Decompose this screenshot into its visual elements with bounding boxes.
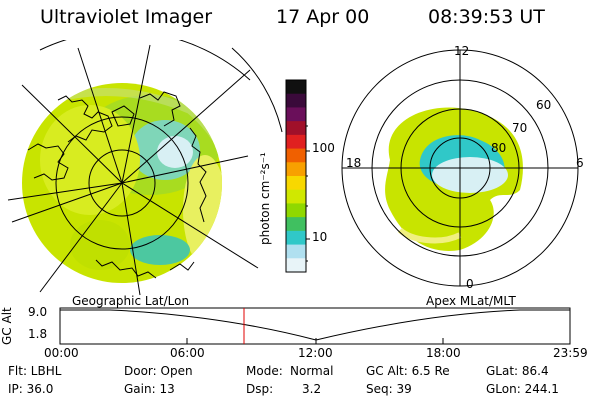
dsp-label: Dsp: xyxy=(246,382,274,396)
colorbar-segment xyxy=(286,148,306,163)
alt-tick-9: 9.0 xyxy=(28,305,48,319)
mlt-label-0: 0 xyxy=(466,277,474,291)
colorbar-segment xyxy=(286,162,306,177)
colorbar-segment xyxy=(286,80,306,95)
image-date: 17 Apr 00 xyxy=(276,6,370,28)
magnetic-caption: Apex MLat/MLT xyxy=(426,294,516,308)
coastlines xyxy=(27,91,207,279)
image-time: 08:39:53 UT xyxy=(428,6,545,28)
time-tick-0600: 06:00 xyxy=(170,346,205,360)
door-info: Door: Open xyxy=(124,364,193,378)
colorbar-segment xyxy=(286,230,306,246)
glat-info: GLat: 86.4 xyxy=(486,364,549,378)
colorbar-segment xyxy=(286,203,306,218)
colorbar-tick-100: 100 xyxy=(312,141,335,155)
mlt-label-18: 18 xyxy=(346,156,362,170)
filter-info: Flt: LBHL xyxy=(8,364,62,378)
geographic-caption: Geographic Lat/Lon xyxy=(72,294,190,308)
lat-label-60: 60 xyxy=(536,98,552,112)
glon-info: GLon: 244.1 xyxy=(486,382,559,396)
colorbar-segment xyxy=(286,258,306,273)
magnetic-grid xyxy=(341,49,579,287)
geographic-grid xyxy=(7,40,283,296)
time-tick-1800: 18:00 xyxy=(426,346,461,360)
mlt-label-6: 6 xyxy=(576,156,584,170)
aurora-emission-magnetic xyxy=(385,107,523,251)
alt-tick-1-8: 1.8 xyxy=(28,327,48,341)
seq-info: Seq: 39 xyxy=(366,382,412,396)
time-tick-0000: 00:00 xyxy=(44,346,79,360)
color-scale-bar xyxy=(285,79,310,273)
mode-label: Mode: xyxy=(246,364,283,378)
colorbar-segment xyxy=(286,107,306,122)
altitude-plot xyxy=(59,307,571,345)
lat-label-70: 70 xyxy=(512,121,528,135)
gain-info: Gain: 13 xyxy=(124,382,175,396)
mlt-label-12: 12 xyxy=(454,44,470,58)
colorbar-segment xyxy=(286,189,306,205)
lat-label-80: 80 xyxy=(491,141,507,155)
geographic-image-panel xyxy=(7,40,283,296)
colorbar-segment xyxy=(286,93,306,109)
mode-value: Normal xyxy=(290,364,334,378)
colorbar-segment xyxy=(286,176,306,191)
app-title: Ultraviolet Imager xyxy=(40,6,213,28)
colorbar-segment xyxy=(286,121,306,136)
altitude-axis-label: GC Alt xyxy=(0,307,14,345)
colorbar-segment xyxy=(286,217,306,232)
dsp-value: 3.2 xyxy=(302,382,322,396)
time-tick-2359: 23:59 xyxy=(553,346,588,360)
time-tick-1200: 12:00 xyxy=(298,346,333,360)
gc-alt-info: GC Alt: 6.5 Re xyxy=(366,364,450,378)
colorbar-unit-label: photon cm⁻²s⁻¹ xyxy=(258,152,272,245)
ip-info: IP: 36.0 xyxy=(8,382,54,396)
magnetic-image-panel xyxy=(341,49,579,287)
colorbar-tick-10: 10 xyxy=(312,230,328,244)
altitude-curve xyxy=(60,309,570,341)
colorbar-segment xyxy=(286,134,306,150)
colorbar-segment xyxy=(286,244,306,259)
